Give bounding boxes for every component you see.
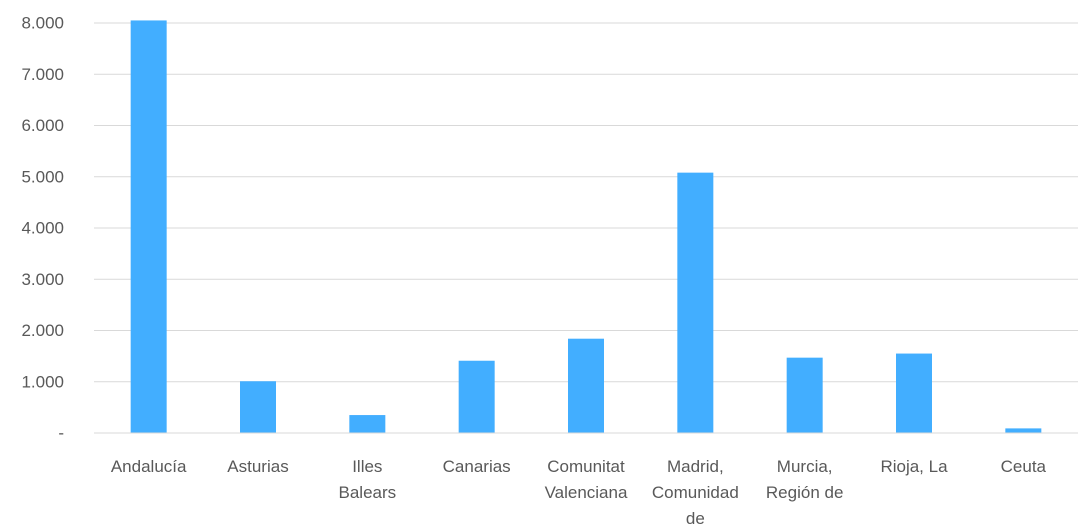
x-category-label: Murcia, Región de xyxy=(766,457,844,502)
y-tick-label: 7.000 xyxy=(21,65,64,84)
y-tick-label: 1.000 xyxy=(21,372,64,391)
y-tick-label: 8.000 xyxy=(21,14,64,33)
y-tick-label: 5.000 xyxy=(21,167,64,186)
y-tick-label: 2.000 xyxy=(21,321,64,340)
x-category-label: Illes Balears xyxy=(339,457,397,502)
bars xyxy=(130,20,1042,433)
x-category-label: Madrid, Comunidad de xyxy=(652,457,739,528)
y-tick-label: 6.000 xyxy=(21,116,64,135)
y-tick-label: 3.000 xyxy=(21,270,64,289)
x-category-label: Ceuta xyxy=(1001,457,1047,476)
bar xyxy=(786,357,823,433)
x-category-label: Canarias xyxy=(443,457,511,476)
bar xyxy=(240,381,276,433)
x-category-label: Asturias xyxy=(227,457,288,476)
x-category-label: Andalucía xyxy=(111,457,187,476)
x-category-label: Rioja, La xyxy=(880,457,948,476)
bar xyxy=(677,172,714,433)
bar xyxy=(458,360,495,433)
bar xyxy=(130,20,167,433)
gridlines xyxy=(94,22,1078,383)
y-tick-label: 4.000 xyxy=(21,219,64,238)
x-axis-category-labels: Andalucía Asturias Illes Balears Canarias Com… xyxy=(111,457,1047,528)
y-tick-label: - xyxy=(58,424,64,443)
y-axis-tick-labels: - 1.000 2.000 3.000 4.000 5.000 6.000 7.000 8.00… xyxy=(21,14,64,443)
bar xyxy=(349,415,386,433)
bar xyxy=(568,338,604,433)
x-category-label: Comunitat Valenciana xyxy=(545,457,628,502)
bar xyxy=(1005,428,1042,433)
bar xyxy=(896,353,932,433)
